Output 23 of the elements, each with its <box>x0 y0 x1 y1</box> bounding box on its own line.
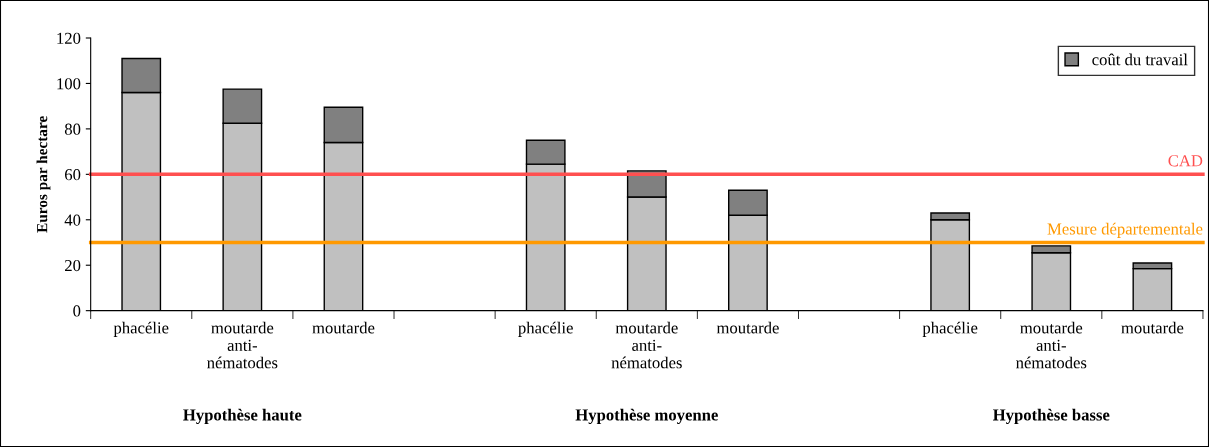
x-tick-label: phacélie <box>113 321 169 337</box>
legend-label: coût du travail <box>1092 53 1188 66</box>
y-tick-label: 100 <box>57 78 81 90</box>
ref-line-label: Mesure départementale <box>1047 222 1203 238</box>
ref-line-label: CAD <box>1168 155 1203 167</box>
x-tick-label: phacélie <box>518 321 573 337</box>
y-axis-title: Euros par hectare <box>36 116 51 233</box>
text: Hypothèse haute <box>183 408 302 424</box>
y-tick-label: 60 <box>65 169 81 181</box>
x-tick-label: moutarde <box>1121 321 1184 334</box>
x-tick-label: moutarde anti- nématodes <box>611 321 682 369</box>
x-tick-label: moutarde anti- nématodes <box>207 321 278 369</box>
text: Hypothèse moyenne <box>575 408 718 424</box>
x-tick-label: moutarde <box>716 321 779 334</box>
y-tick-label: 40 <box>64 214 81 226</box>
y-tick-label: 80 <box>64 123 81 135</box>
y-tick-label: 0 <box>73 305 81 317</box>
text: Hypothèse basse <box>992 408 1110 424</box>
x-tick-label: phacélie <box>922 321 978 337</box>
y-tick-label: 20 <box>65 259 81 272</box>
y-tick-label: 120 <box>57 32 81 44</box>
x-tick-label: moutarde anti- nématodes <box>1016 321 1087 369</box>
x-tick-label: moutarde <box>312 321 375 334</box>
